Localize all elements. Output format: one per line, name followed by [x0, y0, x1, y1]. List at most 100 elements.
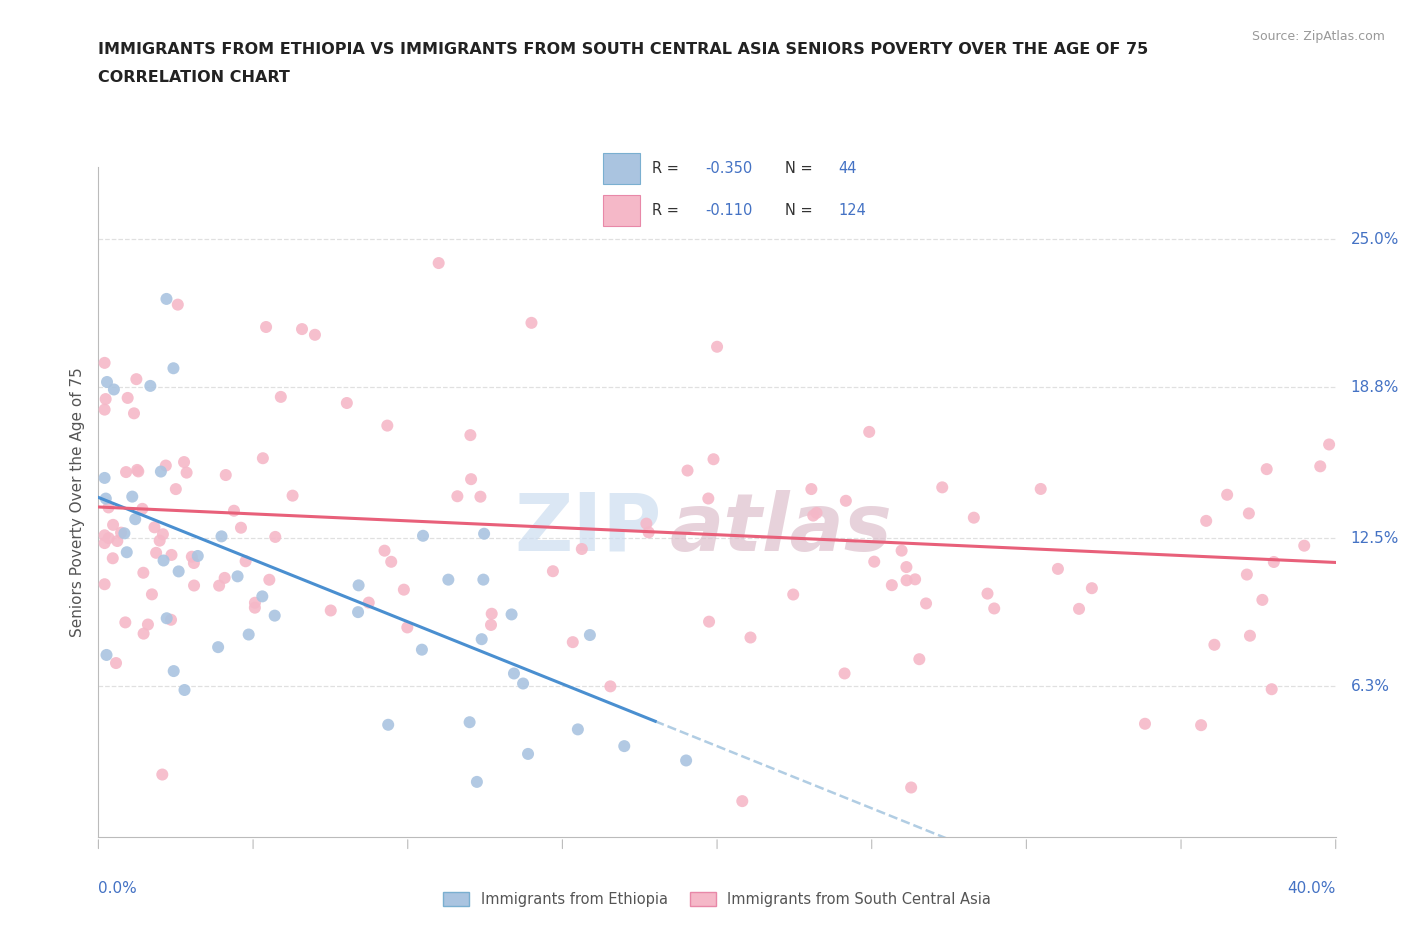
Point — [900, 780, 922, 795]
Point — [858, 424, 880, 439]
Point — [501, 607, 523, 622]
Point — [411, 643, 433, 658]
Point — [127, 464, 149, 479]
Point — [150, 767, 173, 782]
Point — [252, 451, 274, 466]
Text: N =: N = — [786, 161, 818, 176]
Text: atlas: atlas — [671, 490, 893, 568]
Point — [427, 256, 450, 271]
Point — [541, 564, 564, 578]
Point — [863, 554, 886, 569]
Point — [180, 550, 202, 565]
Point — [281, 488, 304, 503]
Text: 0.0%: 0.0% — [98, 881, 138, 896]
Point — [162, 361, 184, 376]
Point — [470, 489, 492, 504]
Point — [896, 573, 918, 588]
Point — [110, 525, 132, 540]
Point — [460, 472, 482, 486]
Point — [472, 572, 495, 587]
Point — [806, 506, 828, 521]
Text: -0.110: -0.110 — [704, 203, 752, 218]
Point — [173, 683, 195, 698]
Point — [94, 491, 117, 506]
Point — [931, 480, 953, 495]
Point — [165, 482, 187, 497]
Point — [396, 620, 419, 635]
Point — [1263, 554, 1285, 569]
Point — [963, 511, 986, 525]
Point — [437, 572, 460, 587]
Point — [160, 548, 183, 563]
Point — [252, 589, 274, 604]
Point — [132, 626, 155, 641]
Point — [347, 604, 370, 619]
Point — [706, 339, 728, 354]
Text: 124: 124 — [838, 203, 866, 218]
Point — [131, 501, 153, 516]
Point — [117, 391, 139, 405]
Point — [94, 392, 117, 406]
Text: IMMIGRANTS FROM ETHIOPIA VS IMMIGRANTS FROM SOUTH CENTRAL ASIA SENIORS POVERTY O: IMMIGRANTS FROM ETHIOPIA VS IMMIGRANTS F… — [98, 42, 1149, 57]
Point — [1317, 437, 1340, 452]
Text: N =: N = — [786, 203, 818, 218]
Point — [479, 618, 502, 632]
Point — [304, 327, 326, 342]
FancyBboxPatch shape — [603, 153, 640, 184]
Point — [101, 517, 124, 532]
Point — [676, 463, 699, 478]
Point — [697, 614, 720, 629]
Point — [207, 640, 229, 655]
Point — [1081, 580, 1104, 595]
Point — [801, 508, 824, 523]
Point — [697, 491, 720, 506]
Point — [132, 565, 155, 580]
Point — [472, 526, 495, 541]
Point — [235, 553, 257, 568]
Point — [1067, 602, 1090, 617]
Text: -0.350: -0.350 — [704, 161, 752, 176]
Point — [166, 298, 188, 312]
Point — [264, 529, 287, 544]
Point — [392, 582, 415, 597]
Point — [176, 465, 198, 480]
Point — [103, 382, 125, 397]
Point — [97, 500, 120, 515]
Point — [731, 793, 754, 808]
Y-axis label: Seniors Poverty Over the Age of 75: Seniors Poverty Over the Age of 75 — [69, 367, 84, 637]
Point — [561, 634, 583, 649]
Text: 40.0%: 40.0% — [1288, 881, 1336, 896]
Point — [347, 578, 370, 592]
Point — [571, 541, 593, 556]
Text: ZIP: ZIP — [515, 490, 661, 568]
Point — [145, 545, 167, 560]
Point — [471, 631, 494, 646]
Point — [412, 528, 434, 543]
Point — [1294, 538, 1316, 553]
Point — [319, 603, 342, 618]
Text: 25.0%: 25.0% — [1351, 232, 1399, 246]
Point — [567, 722, 589, 737]
Point — [226, 569, 249, 584]
Point — [512, 676, 534, 691]
Point — [259, 572, 281, 587]
Point — [115, 545, 138, 560]
Point — [167, 564, 190, 578]
Point — [270, 390, 292, 405]
Point — [155, 291, 177, 306]
Point — [141, 587, 163, 602]
Point — [291, 322, 314, 337]
Point — [115, 465, 138, 480]
Point — [211, 529, 233, 544]
Point — [152, 526, 174, 541]
Point — [152, 553, 174, 568]
Point — [503, 666, 526, 681]
Point — [93, 402, 115, 417]
Point — [373, 543, 395, 558]
Point — [155, 458, 177, 473]
Point — [97, 531, 120, 546]
Text: 18.8%: 18.8% — [1351, 380, 1399, 395]
Point — [229, 520, 252, 535]
Point — [380, 554, 402, 569]
Point — [143, 520, 166, 535]
